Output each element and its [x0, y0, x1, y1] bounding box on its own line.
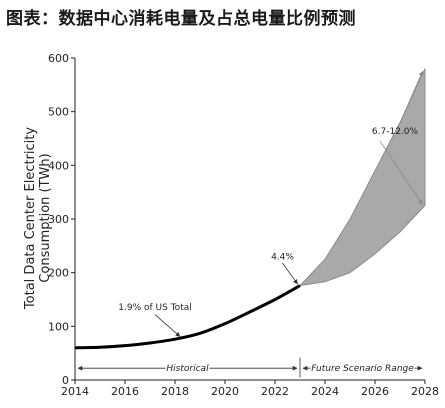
y-tick-label: 0	[62, 374, 69, 387]
y-tick-label: 100	[48, 320, 69, 333]
y-axis-ticks: 0 100 200 300 400 500 600	[48, 52, 75, 387]
y-tick-label: 400	[48, 159, 69, 172]
x-tick-label: 2020	[211, 385, 239, 398]
x-tick-label: 2026	[361, 385, 389, 398]
y-axis-label-line1: Total Data Center Electricity	[23, 127, 38, 310]
historical-series-line	[74, 284, 301, 350]
x-tick-label: 2022	[261, 385, 289, 398]
annotation-us-share-2023: 4.4%	[271, 252, 294, 262]
y-tick-label: 600	[48, 52, 69, 65]
y-axis-label-line2: Consumption (TWh)	[38, 153, 53, 282]
x-tick-label: 2028	[411, 385, 439, 398]
x-tick-label: 2016	[111, 385, 139, 398]
x-tick-label: 2014	[61, 385, 89, 398]
future-scenario-label: Future Scenario Range	[311, 364, 414, 374]
historical-label-bg	[165, 361, 210, 375]
annotation-arrow-4-4	[282, 262, 298, 285]
page-title: 图表：数据中心消耗电量及占总电量比例预测	[6, 9, 356, 29]
x-tick-label: 2024	[311, 385, 339, 398]
x-tick-label: 2018	[161, 385, 189, 398]
y-tick-label: 500	[48, 106, 69, 119]
annotation-arrow-lower	[379, 140, 423, 205]
annotation-arrow-upper	[397, 70, 423, 129]
y-tick-label: 200	[48, 267, 69, 280]
y-tick-label: 300	[48, 213, 69, 226]
annotation-us-share-2028: 6.7-12.0%	[372, 127, 419, 137]
annotation-us-share-2018: 1.9% of US Total	[118, 303, 191, 313]
x-axis-ticks: 2014 2016 2018 2020 2022 2024 2026 2028	[61, 380, 439, 398]
historical-label: Historical	[166, 364, 209, 374]
future-scenario-band	[298, 68, 426, 287]
future-label-bg	[310, 361, 415, 375]
annotation-arrow-1-9	[154, 314, 181, 337]
